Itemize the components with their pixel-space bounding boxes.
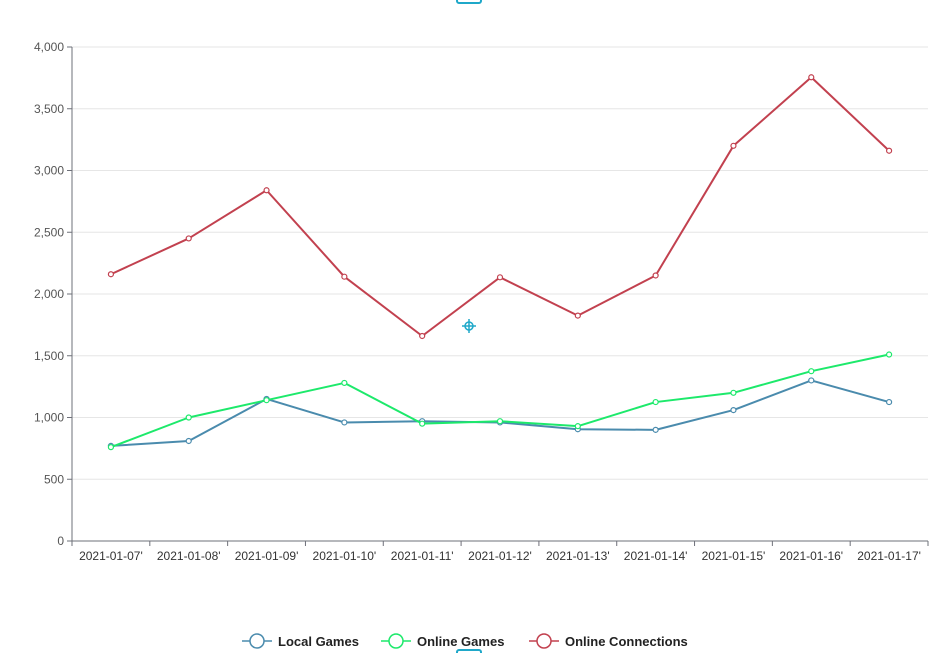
data-point[interactable] xyxy=(885,147,893,154)
series-line xyxy=(110,379,890,447)
legend-label: Local Games xyxy=(278,634,359,649)
y-tick-label: 1,500 xyxy=(34,349,64,363)
data-point[interactable] xyxy=(496,274,504,281)
data-point[interactable] xyxy=(574,423,581,430)
data-point[interactable] xyxy=(730,389,737,396)
data-point[interactable] xyxy=(107,444,115,451)
y-tick-label: 4,000 xyxy=(34,40,64,54)
legend-item-local-games[interactable]: Local Games xyxy=(242,633,359,649)
y-tick-label: 3,500 xyxy=(34,102,64,116)
x-tick-label: 2021-01-11' xyxy=(391,549,454,563)
data-point[interactable] xyxy=(808,368,815,375)
legend[interactable]: Local Games Online Games Online Connection… xyxy=(242,633,688,649)
data-point[interactable] xyxy=(652,398,659,406)
data-point[interactable] xyxy=(496,418,504,425)
data-point[interactable] xyxy=(419,420,426,427)
series-online-games xyxy=(107,351,893,451)
series-line xyxy=(110,353,890,449)
y-tick-label: 500 xyxy=(44,472,64,486)
data-point[interactable] xyxy=(419,332,426,340)
crosshair-cursor-icon xyxy=(462,319,476,333)
axes: 0 500 1,000 1,500 2,000 2,500 3,000 3,500 4,000 2… xyxy=(34,40,929,563)
x-tick-label: 2021-01-10' xyxy=(313,549,377,563)
data-point[interactable] xyxy=(263,187,270,194)
grid-lines xyxy=(72,46,928,480)
data-point[interactable] xyxy=(885,398,893,406)
series-line xyxy=(110,76,890,337)
data-point[interactable] xyxy=(185,235,192,242)
y-tick-label: 2,500 xyxy=(34,225,64,239)
data-point[interactable] xyxy=(263,397,270,404)
top-toolbar-icon[interactable] xyxy=(456,0,482,4)
data-point[interactable] xyxy=(652,272,659,279)
series-online-connections xyxy=(107,74,893,340)
data-point[interactable] xyxy=(341,273,348,280)
data-point[interactable] xyxy=(107,271,115,278)
legend-circle-icon xyxy=(536,633,552,649)
x-tick-label: 2021-01-17' xyxy=(857,549,921,563)
y-tick-label: 3,000 xyxy=(34,164,64,178)
x-tick-label: 2021-01-12' xyxy=(468,549,532,563)
data-point[interactable] xyxy=(808,377,815,384)
x-tick-label: 2021-01-09' xyxy=(235,549,299,563)
legend-label: Online Games xyxy=(417,634,504,649)
x-tick-label: 2021-01-07' xyxy=(79,549,143,563)
y-tick-label: 1,000 xyxy=(34,411,64,425)
x-tick-label: 2021-01-08' xyxy=(157,549,221,563)
x-tick-label: 2021-01-16' xyxy=(779,549,843,563)
legend-item-online-connections[interactable]: Online Connections xyxy=(529,633,688,649)
data-point[interactable] xyxy=(730,142,737,149)
legend-label: Online Connections xyxy=(565,634,688,649)
data-point[interactable] xyxy=(574,312,581,319)
y-tick-label: 0 xyxy=(57,534,64,548)
data-point[interactable] xyxy=(885,351,893,358)
y-tick-label: 2,000 xyxy=(34,287,64,301)
series-local-games xyxy=(107,377,893,450)
x-tick-label: 2021-01-15' xyxy=(702,549,766,563)
data-point[interactable] xyxy=(341,419,348,426)
legend-item-online-games[interactable]: Online Games xyxy=(381,633,504,649)
data-point[interactable] xyxy=(185,437,192,445)
data-point[interactable] xyxy=(730,406,737,414)
x-tick-label: 2021-01-13' xyxy=(546,549,610,563)
data-point[interactable] xyxy=(185,414,192,421)
legend-circle-icon xyxy=(388,633,404,649)
legend-circle-icon xyxy=(249,633,265,649)
data-point[interactable] xyxy=(808,74,815,81)
series-lines xyxy=(107,74,893,451)
data-point[interactable] xyxy=(652,426,659,433)
data-point[interactable] xyxy=(341,379,348,387)
x-tick-label: 2021-01-14' xyxy=(624,549,688,563)
